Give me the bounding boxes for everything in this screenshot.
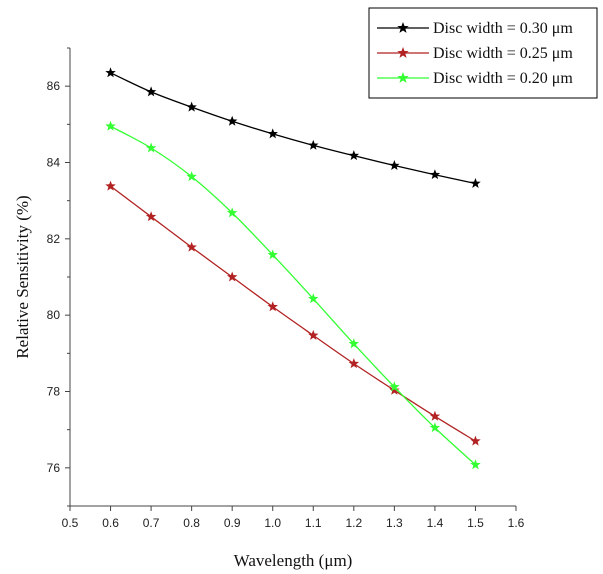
data-point-star (186, 101, 197, 112)
data-point-star (267, 128, 278, 139)
x-tick-label: 0.8 (183, 516, 200, 530)
data-point-star (389, 384, 400, 395)
x-tick-label: 1.3 (386, 516, 403, 530)
data-point-star (429, 422, 441, 433)
x-tick-label: 1.2 (345, 516, 362, 530)
y-tick-label: 84 (47, 156, 61, 170)
series-line (110, 125, 476, 466)
x-tick-label: 1.0 (264, 516, 281, 530)
data-point-star (105, 67, 116, 78)
data-point-star (267, 301, 278, 312)
x-tick-label: 1.1 (305, 516, 322, 530)
x-tick-label: 0.6 (102, 516, 119, 530)
series-2 (105, 180, 481, 446)
y-tick-label: 80 (47, 308, 61, 322)
legend-label: Disc width = 0.20 μm (433, 70, 573, 87)
data-point-star (145, 86, 157, 97)
series-3 (105, 120, 481, 470)
x-tick-label: 0.7 (143, 516, 160, 530)
data-point-star (308, 329, 319, 340)
data-point-star (348, 338, 360, 349)
x-tick-label: 1.4 (427, 516, 444, 530)
plot-axes: 0.5 0.6 0.7 0.8 0.9 1.0 1.1 1.2 1.3 1.4 1.5 1.6 76 78… (47, 47, 525, 530)
y-tick-label: 76 (47, 461, 61, 475)
data-point-star (308, 293, 319, 304)
legend-label: Disc width = 0.25 μm (433, 45, 573, 62)
data-point-star (348, 358, 360, 369)
legend-marker-star (397, 47, 409, 58)
data-point-star (308, 139, 319, 150)
x-tick-label: 0.5 (62, 516, 79, 530)
series-line (110, 185, 476, 442)
y-tick-label: 82 (47, 232, 61, 246)
x-axis-title: Wavelength (μm) (234, 551, 353, 570)
legend-marker-star (397, 22, 409, 33)
data-point-star (186, 241, 197, 252)
series-layer (105, 67, 481, 470)
data-point-star (105, 120, 116, 131)
data-point-star (226, 115, 238, 126)
series-line (110, 72, 476, 185)
legend-marker-star (397, 72, 409, 83)
data-point-star (145, 142, 157, 153)
data-point-star (348, 150, 360, 161)
data-point-star (470, 459, 481, 470)
data-point-star (186, 171, 197, 182)
data-point-star (105, 180, 116, 191)
data-point-star (429, 169, 441, 180)
y-tick-label: 78 (47, 385, 61, 399)
y-axis-title: Relative Sensitivity (%) (13, 195, 32, 358)
data-point-star (226, 207, 238, 218)
x-tick-label: 1.6 (508, 516, 525, 530)
data-point-star (145, 211, 157, 222)
data-point-star (429, 410, 441, 421)
data-point-star (389, 381, 400, 392)
data-point-star (389, 160, 400, 170)
data-point-star (470, 177, 481, 188)
series-1 (105, 67, 481, 188)
legend: Disc width = 0.30 μm Disc width = 0.25 μm… (368, 7, 598, 99)
data-point-star (470, 435, 481, 446)
y-tick-label: 86 (47, 79, 61, 93)
data-point-star (226, 271, 238, 282)
legend-label: Disc width = 0.30 μm (433, 20, 573, 37)
x-tick-label: 0.9 (224, 516, 241, 530)
x-tick-label: 1.5 (467, 516, 484, 530)
data-point-star (267, 249, 278, 260)
